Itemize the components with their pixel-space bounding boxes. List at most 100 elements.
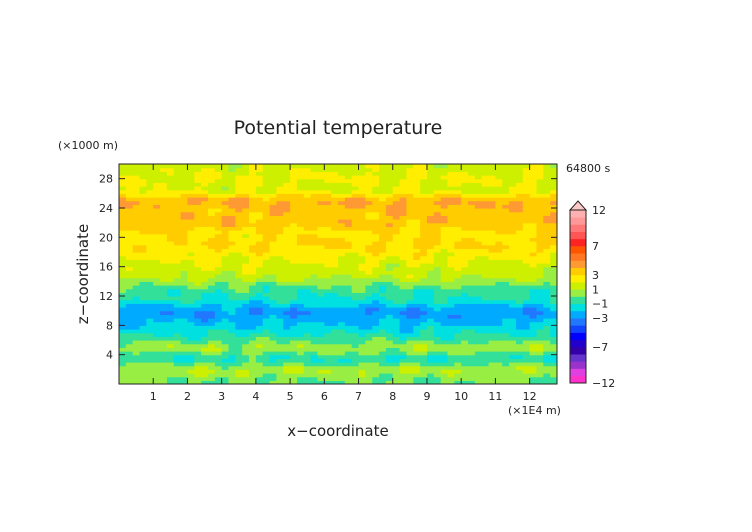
- field-cell: [160, 351, 168, 356]
- field-cell: [290, 175, 298, 180]
- field-cell: [344, 222, 353, 227]
- field-cell: [283, 365, 291, 370]
- field-cell: [338, 380, 346, 384]
- field-cell: [495, 373, 503, 378]
- field-cell: [536, 193, 544, 198]
- field-cell: [495, 197, 503, 202]
- colorbar-label: 1: [592, 283, 599, 296]
- field-cell: [481, 233, 490, 238]
- field-cell: [249, 274, 257, 279]
- field-cell: [385, 299, 394, 304]
- field-cell: [550, 358, 557, 363]
- field-cell: [358, 310, 366, 315]
- x-tick-label: 10: [454, 390, 468, 403]
- field-cell: [180, 354, 189, 359]
- field-cell: [125, 369, 134, 374]
- field-cell: [433, 226, 442, 231]
- field-cell: [447, 204, 455, 209]
- field-cell: [468, 259, 476, 264]
- field-cell: [385, 296, 394, 301]
- field-cell: [153, 248, 161, 253]
- field-cell: [365, 233, 373, 238]
- field-cell: [413, 347, 421, 352]
- field-cell: [180, 296, 189, 301]
- field-cell: [125, 376, 134, 381]
- field-cell: [249, 175, 257, 180]
- field-cell: [550, 248, 557, 253]
- field-cell: [550, 241, 557, 246]
- field-cell: [153, 222, 161, 227]
- field-cell: [139, 314, 147, 319]
- field-cell: [338, 175, 346, 180]
- field-cell: [454, 373, 462, 378]
- field-cell: [173, 362, 182, 367]
- field-cell: [125, 233, 134, 238]
- field-cell: [515, 274, 524, 279]
- field-cell: [249, 369, 257, 374]
- field-cell: [324, 266, 332, 271]
- field-cell: [132, 369, 141, 374]
- field-cell: [536, 197, 544, 202]
- field-cell: [447, 321, 455, 326]
- field-cell: [399, 252, 408, 257]
- field-cell: [146, 233, 154, 238]
- field-cell: [461, 380, 469, 384]
- field-cell: [474, 259, 483, 264]
- field-cell: [426, 219, 435, 224]
- field-cell: [187, 175, 195, 180]
- field-cell: [290, 369, 298, 374]
- field-cell: [324, 373, 332, 378]
- field-cell: [324, 237, 332, 242]
- field-cell: [509, 226, 517, 231]
- field-cell: [338, 259, 346, 264]
- field-cell: [365, 347, 373, 352]
- field-cell: [447, 252, 455, 257]
- field-cell: [153, 164, 161, 169]
- field-cell: [303, 237, 312, 242]
- field-cell: [139, 292, 147, 297]
- field-cell: [228, 167, 236, 172]
- field-cell: [529, 321, 538, 326]
- field-cell: [207, 255, 216, 260]
- field-cell: [119, 314, 127, 319]
- field-cell: [351, 211, 360, 216]
- field-cell: [296, 237, 305, 242]
- field-cell: [440, 373, 449, 378]
- field-cell: [119, 204, 127, 209]
- field-cell: [317, 307, 325, 312]
- field-cell: [269, 362, 277, 367]
- field-cell: [269, 299, 277, 304]
- field-cell: [379, 270, 387, 275]
- field-cell: [283, 354, 291, 359]
- field-cell: [399, 332, 408, 337]
- field-cell: [515, 193, 524, 198]
- field-cell: [550, 252, 557, 257]
- field-cell: [509, 219, 517, 224]
- field-cell: [522, 285, 531, 290]
- field-cell: [153, 266, 161, 271]
- field-cell: [153, 310, 161, 315]
- field-cell: [447, 296, 455, 301]
- field-cell: [119, 230, 127, 235]
- field-cell: [283, 380, 291, 384]
- field-cell: [399, 380, 408, 384]
- field-cell: [228, 164, 236, 169]
- field-cell: [119, 325, 127, 330]
- field-cell: [214, 248, 223, 253]
- field-cell: [433, 299, 442, 304]
- field-cell: [235, 182, 243, 187]
- field-cell: [242, 197, 250, 202]
- field-cell: [440, 343, 449, 348]
- field-cell: [372, 259, 380, 264]
- field-cell: [310, 244, 319, 249]
- field-cell: [194, 215, 202, 220]
- colorbar-label: 7: [592, 240, 599, 253]
- field-cell: [249, 164, 257, 169]
- field-cell: [454, 288, 462, 293]
- field-cell: [426, 193, 435, 198]
- field-cell: [331, 358, 339, 363]
- field-cell: [426, 351, 435, 356]
- field-cell: [461, 241, 469, 246]
- field-cell: [269, 343, 277, 348]
- field-cell: [160, 171, 168, 176]
